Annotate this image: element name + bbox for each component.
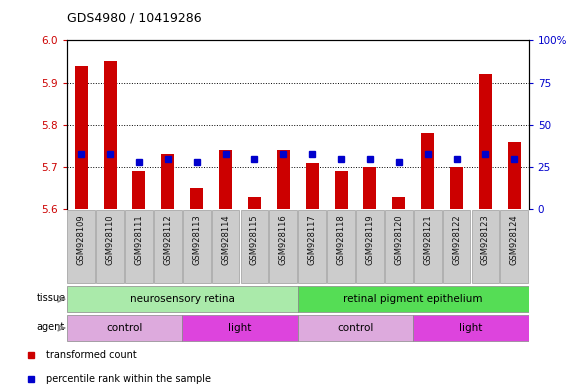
- Text: GSM928115: GSM928115: [250, 215, 259, 265]
- FancyBboxPatch shape: [154, 210, 182, 283]
- Bar: [508, 142, 521, 209]
- Bar: [219, 150, 232, 209]
- FancyBboxPatch shape: [211, 210, 239, 283]
- Text: GSM928114: GSM928114: [221, 215, 230, 265]
- FancyBboxPatch shape: [297, 286, 529, 312]
- FancyBboxPatch shape: [443, 210, 471, 283]
- Text: tissue: tissue: [37, 293, 66, 303]
- FancyBboxPatch shape: [241, 210, 268, 283]
- Text: control: control: [338, 323, 374, 333]
- FancyBboxPatch shape: [500, 210, 528, 283]
- Bar: [103, 61, 117, 209]
- FancyBboxPatch shape: [385, 210, 413, 283]
- FancyBboxPatch shape: [182, 315, 297, 341]
- Bar: [132, 171, 145, 209]
- FancyBboxPatch shape: [327, 210, 355, 283]
- Text: control: control: [106, 323, 143, 333]
- Text: GSM928113: GSM928113: [192, 215, 201, 265]
- FancyBboxPatch shape: [298, 210, 326, 283]
- Text: GSM928116: GSM928116: [279, 215, 288, 265]
- FancyBboxPatch shape: [67, 315, 182, 341]
- Text: GSM928118: GSM928118: [336, 215, 346, 265]
- Text: light: light: [460, 323, 483, 333]
- Bar: [306, 163, 319, 209]
- FancyBboxPatch shape: [356, 210, 384, 283]
- FancyBboxPatch shape: [96, 210, 124, 283]
- Bar: [335, 171, 347, 209]
- Text: GSM928110: GSM928110: [106, 215, 114, 265]
- Bar: [392, 197, 406, 209]
- Text: GSM928109: GSM928109: [77, 215, 86, 265]
- Text: GSM928112: GSM928112: [163, 215, 173, 265]
- Text: GSM928120: GSM928120: [394, 215, 403, 265]
- Text: percentile rank within the sample: percentile rank within the sample: [46, 374, 211, 384]
- FancyBboxPatch shape: [67, 286, 297, 312]
- Text: neurosensory retina: neurosensory retina: [130, 294, 235, 304]
- FancyBboxPatch shape: [413, 315, 529, 341]
- Bar: [479, 74, 492, 209]
- Text: transformed count: transformed count: [46, 350, 137, 360]
- Text: GSM928122: GSM928122: [452, 215, 461, 265]
- Text: GDS4980 / 10419286: GDS4980 / 10419286: [67, 12, 202, 25]
- Text: GSM928111: GSM928111: [134, 215, 144, 265]
- Bar: [364, 167, 376, 209]
- FancyBboxPatch shape: [297, 315, 413, 341]
- Text: GSM928121: GSM928121: [423, 215, 432, 265]
- FancyBboxPatch shape: [67, 210, 95, 283]
- Text: agent: agent: [37, 321, 65, 331]
- FancyBboxPatch shape: [183, 210, 210, 283]
- FancyBboxPatch shape: [414, 210, 442, 283]
- Bar: [162, 154, 174, 209]
- Text: GSM928119: GSM928119: [365, 215, 374, 265]
- Bar: [248, 197, 261, 209]
- Text: light: light: [228, 323, 252, 333]
- FancyBboxPatch shape: [270, 210, 297, 283]
- Text: GSM928117: GSM928117: [308, 215, 317, 265]
- Bar: [190, 188, 203, 209]
- Bar: [75, 66, 88, 209]
- Bar: [277, 150, 290, 209]
- FancyBboxPatch shape: [472, 210, 499, 283]
- Bar: [450, 167, 463, 209]
- Text: GSM928124: GSM928124: [510, 215, 519, 265]
- FancyBboxPatch shape: [125, 210, 153, 283]
- Text: GSM928123: GSM928123: [481, 215, 490, 265]
- Bar: [421, 133, 434, 209]
- Text: retinal pigment epithelium: retinal pigment epithelium: [343, 294, 483, 304]
